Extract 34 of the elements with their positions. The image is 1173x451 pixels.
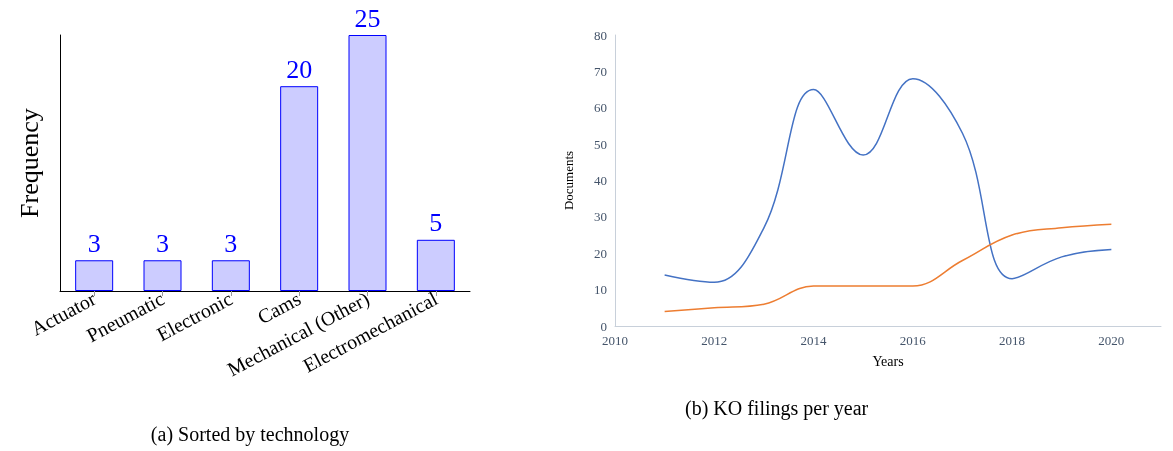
data-label: 5 [429, 208, 443, 238]
y-tick-label: 80 [594, 27, 607, 43]
y-tick-label: 60 [594, 100, 607, 116]
data-label: 25 [354, 3, 381, 33]
line-series [663, 77, 1113, 284]
x-tick-label: 2010 [602, 333, 628, 348]
y-tick-label: 40 [594, 173, 607, 188]
y-tick-label: 50 [594, 136, 607, 152]
line-series [663, 223, 1113, 313]
y-tick-label: 10 [594, 282, 607, 298]
y-axis-title: Frequency [14, 108, 44, 218]
y-tick-label: 20 [594, 245, 607, 261]
bar [348, 35, 387, 291]
x-tick-label: 2016 [899, 333, 927, 348]
x-tick-label: 2018 [999, 333, 1026, 348]
text: (a) Sorted by technology [150, 423, 350, 446]
y-tick-label: 30 [594, 209, 607, 225]
bar [280, 86, 319, 291]
data-label: 3 [224, 228, 238, 258]
bar [143, 260, 182, 291]
bar [211, 260, 250, 291]
data-label: 3 [87, 228, 101, 258]
text: (b) KO filings per year [685, 397, 869, 420]
bar [75, 260, 114, 291]
bar [416, 239, 455, 291]
x-tick-label: 2020 [1098, 333, 1125, 348]
x-axis-title: Years [872, 353, 904, 369]
data-label: 20 [286, 54, 313, 84]
data-label: 3 [156, 228, 169, 258]
x-tick-label: 2014 [800, 333, 828, 348]
y-tick-label: 70 [594, 63, 607, 79]
y-tick-label: 0 [600, 318, 607, 334]
x-tick-label: 2012 [701, 333, 728, 348]
y-axis-title: Documents [561, 150, 576, 211]
